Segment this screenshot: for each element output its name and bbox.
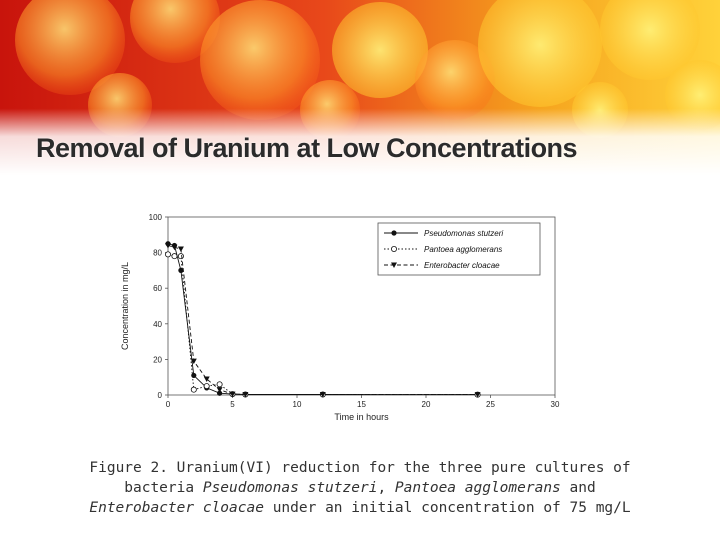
x-tick-label: 5 (230, 400, 235, 409)
y-tick-label: 40 (153, 320, 162, 329)
x-tick-label: 25 (486, 400, 495, 409)
uranium-reduction-chart: 0 5 10 15 20 25 30 0 20 40 60 80 100 Pseudomonas stu… (120, 213, 560, 422)
legend-label: Pantoea agglomerans (424, 245, 502, 254)
chart-legend: Pseudomonas stutzeri Pantoea agglomerans E… (377, 222, 541, 276)
chart-series (165, 241, 481, 398)
series-2-line (167, 253, 478, 396)
series-3-point (171, 244, 178, 251)
series-2-point (190, 386, 197, 393)
x-tick-label: 15 (357, 400, 366, 409)
legend-label: Pseudomonas stutzeri (424, 229, 503, 238)
y-tick-label: 0 (158, 391, 163, 400)
series-1-point (217, 390, 223, 396)
caption-text: under an initial concentration of 75 mg/… (263, 500, 631, 516)
caption-text: and (560, 480, 596, 496)
y-tick-label: 100 (149, 213, 163, 222)
chart-axes: 0 5 10 15 20 25 30 0 20 40 60 80 100 (149, 213, 560, 409)
series-3-point (203, 376, 210, 382)
series-3-point (190, 358, 197, 365)
x-tick-label: 0 (166, 400, 171, 409)
series-3 (165, 242, 481, 398)
series-1-point (191, 372, 197, 379)
series-3-point (177, 246, 184, 253)
series-3-point (474, 392, 481, 398)
y-tick-label: 60 (153, 284, 162, 293)
series-2-point (177, 253, 184, 260)
caption-line-2: bacteria Pseudomonas stutzeri, Pantoea a… (40, 478, 680, 498)
x-tick-label: 30 (551, 400, 560, 409)
bokeh-background-image (0, 0, 720, 175)
legend-label: Enterobacter cloacae (424, 261, 500, 270)
caption-line-1: Figure 2. Uranium(VI) reduction for the … (89, 460, 631, 476)
series-3-point (242, 391, 249, 398)
caption-line-3: Enterobacter cloacae under an initial co… (40, 498, 680, 518)
y-tick-label: 20 (153, 355, 162, 364)
x-tick-label: 20 (422, 400, 431, 409)
y-tick-label: 80 (153, 249, 162, 258)
caption-species-1: Pseudomonas stutzeri (202, 480, 378, 496)
caption-text: , (377, 480, 395, 496)
y-axis-title: Concentration in mg/L (120, 262, 130, 350)
series-3-point (229, 391, 236, 398)
series-2-point (203, 383, 210, 390)
series-3-point (165, 242, 171, 249)
series-3-point (216, 387, 223, 393)
series-3-point (319, 391, 326, 398)
series-3-line (167, 245, 478, 396)
caption-species-2: Pantoea agglomerans (394, 480, 561, 496)
decorative-banner (0, 0, 720, 175)
slide-title: Removal of Uranium at Low Concentrations (36, 133, 578, 163)
x-tick-label: 10 (293, 400, 302, 409)
x-axis-title: Time in hours (334, 412, 389, 422)
series-2-point (165, 251, 172, 258)
series-2-point (216, 381, 223, 388)
caption-text: bacteria (124, 480, 203, 496)
legend-marker (391, 230, 397, 236)
series-2-point (171, 253, 178, 260)
legend-marker (391, 262, 397, 268)
legend-marker (390, 246, 397, 253)
caption-species-3: Enterobacter cloacae (89, 500, 264, 516)
figure-caption: Figure 2. Uranium(VI) reduction for the … (40, 458, 680, 518)
